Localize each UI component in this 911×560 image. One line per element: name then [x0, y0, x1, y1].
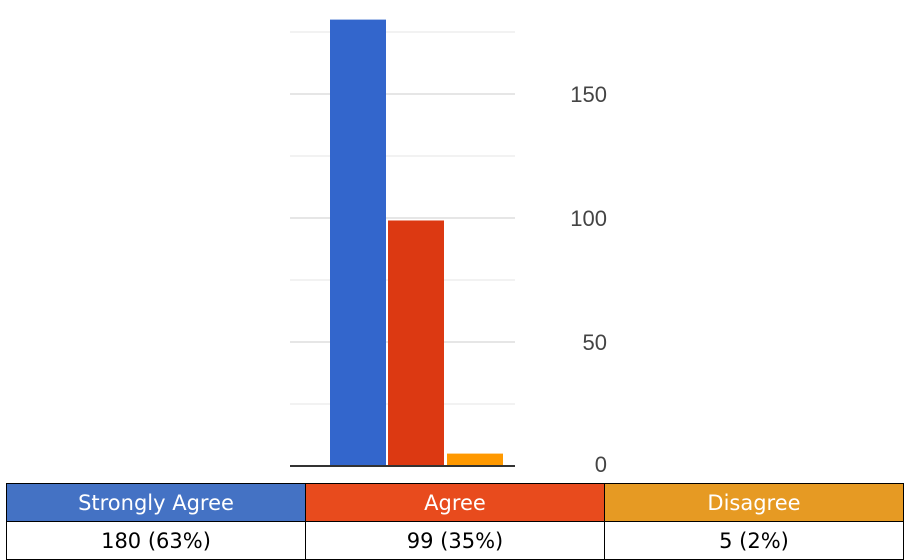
y-tick-label-0: 0 — [595, 452, 607, 477]
y-tick-label-50: 50 — [583, 330, 607, 355]
y-axis-ticks: 0 50 100 150 — [570, 82, 607, 477]
bars — [330, 19, 503, 466]
bar-strongly-agree — [330, 19, 386, 466]
legend-cell-strongly-agree: Strongly Agree — [6, 483, 306, 522]
legend-cell-agree: Agree — [305, 483, 605, 522]
value-cell-agree: 99 (35%) — [305, 521, 605, 560]
y-tick-label-150: 150 — [570, 82, 607, 107]
legend-cell-disagree: Disagree — [604, 483, 904, 522]
bar-agree — [388, 220, 444, 466]
value-cell-disagree: 5 (2%) — [604, 521, 904, 560]
legend-header-row: Strongly Agree Agree Disagree — [6, 483, 904, 522]
value-cell-strongly-agree: 180 (63%) — [6, 521, 306, 560]
legend-table: Strongly Agree Agree Disagree 180 (63%) … — [6, 483, 904, 560]
y-tick-label-100: 100 — [570, 206, 607, 231]
bar-disagree — [447, 453, 503, 466]
legend-values-row: 180 (63%) 99 (35%) 5 (2%) — [6, 521, 904, 560]
bar-chart: 0 50 100 150 — [290, 19, 607, 477]
